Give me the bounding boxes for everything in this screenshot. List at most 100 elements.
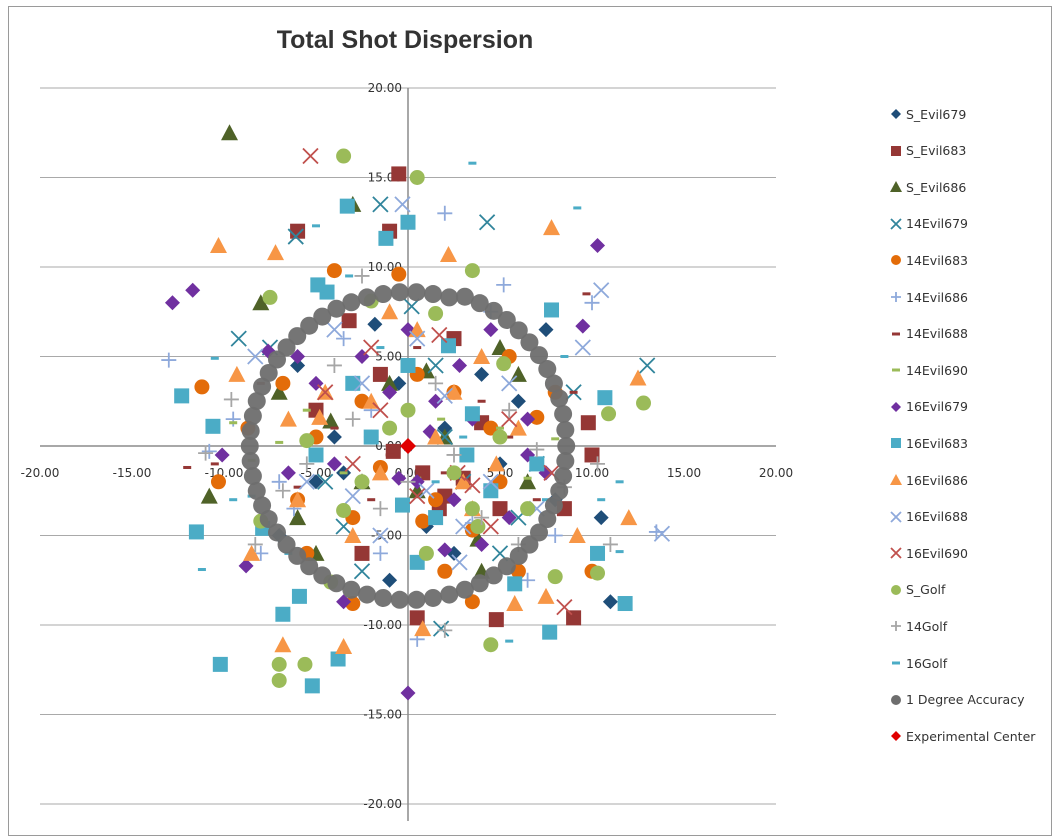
- legend-label: 16Evil688: [906, 509, 969, 525]
- data-point: [344, 487, 361, 505]
- data-point: [339, 198, 355, 214]
- data-point: [288, 546, 307, 565]
- data-point: [455, 518, 472, 535]
- legend-item: S_Evil686: [888, 177, 966, 197]
- data-point: [520, 535, 539, 554]
- data-point: [311, 408, 329, 425]
- data-point: [400, 357, 416, 373]
- data-point: [252, 294, 270, 311]
- data-point: [554, 467, 573, 486]
- data-point: [210, 462, 219, 466]
- data-point: [547, 528, 563, 543]
- data-point: [403, 298, 420, 315]
- data-point: [353, 375, 371, 392]
- data-point: [354, 545, 370, 561]
- data-point: [200, 487, 218, 504]
- data-point: [492, 429, 508, 445]
- legend-label: 14Evil690: [906, 362, 969, 378]
- data-point: [509, 419, 527, 436]
- data-point: [374, 588, 393, 607]
- data-point: [225, 411, 241, 427]
- data-point: [164, 295, 180, 311]
- data-point: [275, 375, 291, 391]
- data-point: [336, 331, 352, 347]
- data-point: [440, 471, 449, 475]
- data-marks: [161, 124, 671, 701]
- data-point: [568, 527, 586, 543]
- data-point: [183, 465, 192, 469]
- data-point: [240, 437, 259, 455]
- y-tick-label: -10.00: [363, 618, 402, 632]
- data-point: [509, 321, 528, 340]
- data-point: [615, 550, 624, 554]
- data-point: [483, 483, 499, 499]
- legend-label: 14Evil679: [906, 216, 969, 232]
- data-point: [496, 356, 512, 372]
- data-point: [367, 316, 383, 332]
- data-point: [290, 223, 306, 239]
- data-point: [464, 594, 480, 610]
- data-point: [275, 483, 291, 499]
- data-point: [326, 429, 342, 445]
- data-point: [221, 124, 239, 141]
- legend-label: 16Evil690: [906, 545, 969, 561]
- data-point: [496, 277, 512, 293]
- data-point: [424, 285, 443, 304]
- legend-label: S_Evil679: [906, 106, 967, 122]
- series-16evil690: [302, 147, 573, 616]
- data-point: [214, 447, 230, 463]
- data-point: [445, 383, 463, 400]
- legend-marker: [892, 368, 900, 372]
- data-point: [394, 196, 411, 213]
- data-point: [601, 406, 617, 422]
- data-point: [308, 447, 324, 463]
- data-point: [326, 456, 342, 472]
- data-point: [501, 375, 518, 392]
- data-point: [484, 301, 503, 320]
- data-point: [446, 447, 462, 463]
- data-point: [474, 536, 490, 552]
- data-point: [243, 406, 262, 425]
- data-point: [335, 637, 353, 654]
- chart-title: Total Shot Dispersion: [276, 26, 534, 54]
- data-point: [385, 443, 401, 459]
- legend-marker: [890, 547, 902, 559]
- legend-marker: [890, 218, 902, 230]
- data-point: [464, 406, 480, 422]
- data-point: [238, 558, 254, 574]
- data-point: [230, 330, 247, 347]
- data-point: [372, 527, 389, 544]
- data-point: [509, 546, 528, 565]
- data-point: [544, 374, 563, 393]
- data-point: [501, 402, 517, 418]
- series-14evil679: [230, 196, 656, 637]
- data-point: [440, 338, 456, 354]
- data-point: [428, 375, 444, 391]
- data-point: [161, 352, 177, 368]
- data-point: [300, 557, 319, 576]
- data-point: [267, 350, 286, 369]
- data-point: [505, 639, 514, 643]
- data-point: [382, 572, 398, 588]
- legend-marker: [891, 145, 901, 156]
- data-point: [409, 610, 425, 626]
- legend-marker: [890, 181, 902, 193]
- data-point: [400, 214, 416, 230]
- legend-item: 14Evil688: [888, 324, 968, 344]
- data-point: [209, 237, 227, 254]
- data-point: [542, 624, 558, 640]
- data-point: [550, 389, 569, 408]
- series-16evil679: [164, 238, 606, 701]
- data-point: [188, 524, 204, 540]
- data-point: [174, 388, 190, 404]
- legend-marker: [892, 332, 900, 336]
- data-point: [330, 651, 346, 667]
- data-point: [440, 288, 459, 307]
- data-point: [291, 588, 307, 604]
- data-point: [407, 590, 426, 609]
- data-point: [247, 481, 266, 500]
- data-point: [327, 299, 346, 318]
- data-point: [408, 482, 426, 499]
- data-point: [440, 585, 459, 604]
- data-point: [243, 544, 261, 561]
